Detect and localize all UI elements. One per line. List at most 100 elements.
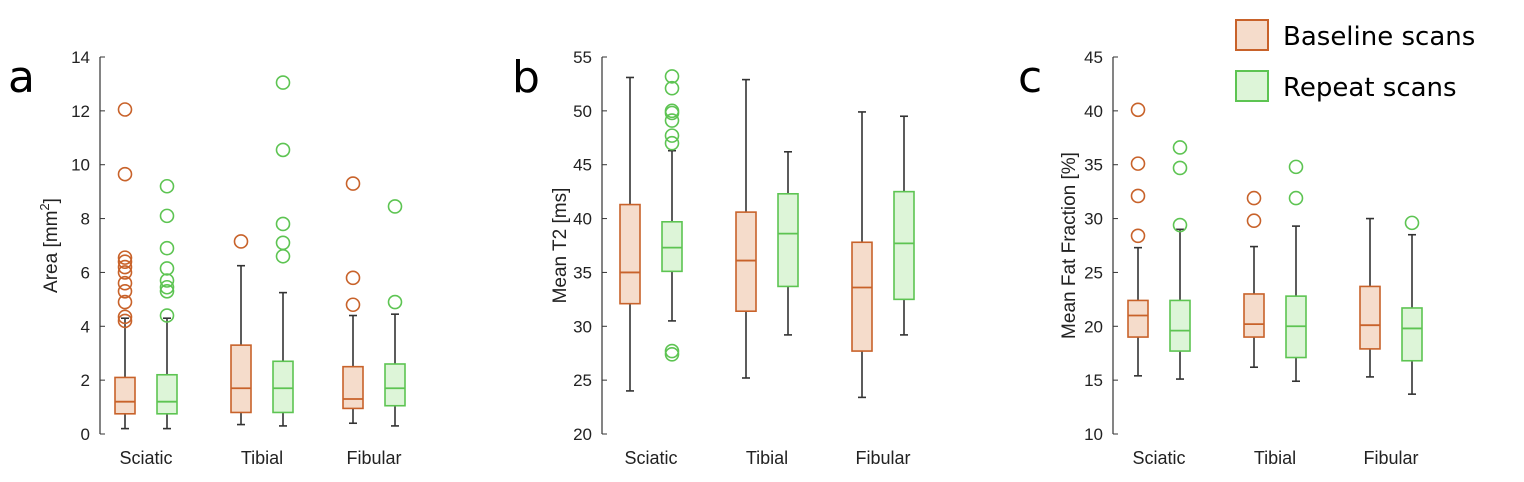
outlier-point [345, 297, 361, 313]
outlier-point [1172, 160, 1188, 176]
iqr-box [272, 360, 294, 414]
outlier-point [117, 283, 133, 299]
y-tick-label: 40 [1084, 102, 1103, 121]
y-tick-label: 35 [1084, 156, 1103, 175]
y-tick-label: 8 [81, 210, 90, 229]
box-baseline-tibial [1243, 190, 1265, 369]
outlier-point [233, 234, 249, 249]
outlier-point [664, 128, 680, 143]
outlier-point [664, 103, 680, 119]
iqr-box [661, 221, 683, 273]
outlier-point [117, 166, 133, 182]
outlier-point [345, 176, 361, 191]
y-tick-label: 45 [1084, 48, 1103, 67]
outlier-point [117, 254, 133, 269]
iqr-box [851, 241, 873, 352]
y-tick-label: 14 [71, 48, 90, 67]
panel-c: c 10 15 20 25 30 35 40 45 Mean Fat Fraction [%] S… [1018, 48, 1423, 468]
outlier-point [159, 178, 175, 194]
outlier-point [159, 308, 175, 323]
outlier-point [387, 199, 403, 214]
x-category-label: Fibular [1363, 448, 1418, 468]
box-repeat-tibial [272, 75, 294, 427]
legend-swatch-baseline [1235, 19, 1269, 51]
box-baseline-sciatic [619, 76, 641, 392]
outlier-point [159, 279, 175, 295]
outlier-point [664, 343, 680, 359]
y-tick-label: 40 [573, 210, 592, 229]
iqr-box [114, 376, 136, 415]
outlier-point [1172, 217, 1188, 233]
box-repeat-tibial [777, 150, 799, 336]
box-repeat-fibular [1401, 215, 1423, 395]
y-tick-label: 35 [573, 263, 592, 282]
y-axis-label: Mean Fat Fraction [%] [1059, 152, 1080, 339]
outlier-point [275, 75, 291, 90]
y-tick-label: 20 [1084, 317, 1103, 336]
box-baseline-sciatic [114, 102, 136, 430]
outlier-point [1404, 215, 1420, 231]
iqr-box [1169, 299, 1191, 352]
box-baseline-fibular [342, 176, 364, 425]
y-tick-label: 50 [573, 102, 592, 121]
outlier-point [117, 294, 133, 310]
box-repeat-fibular [384, 199, 406, 427]
outlier-point [117, 275, 133, 291]
outlier-point [664, 80, 680, 96]
panel-b-letter: b [512, 52, 540, 103]
box-repeat-sciatic [156, 178, 178, 430]
x-category-label: Tibial [241, 448, 283, 468]
iqr-box [384, 363, 406, 407]
y-tick-label: 15 [1084, 371, 1103, 390]
outlier-point [1246, 190, 1262, 206]
outlier-point [275, 248, 291, 264]
y-axis-label: Mean T2 [ms] [550, 188, 571, 304]
panel-a: a 0 2 4 6 8 10 12 14 Area [mm2] Sciatic Tibial Fibu… [8, 48, 406, 468]
panel-c-letter: c [1018, 52, 1042, 103]
y-tick-label: 30 [1084, 210, 1103, 229]
x-category-label: Tibial [1254, 448, 1296, 468]
y-tick-label: 30 [573, 317, 592, 336]
y-tick-label: 25 [573, 371, 592, 390]
y-tick-label: 20 [573, 425, 592, 444]
outlier-point [159, 283, 175, 299]
box-repeat-fibular [893, 115, 915, 336]
x-category-label: Fibular [855, 448, 910, 468]
outlier-point [1288, 190, 1304, 206]
y-tick-label: 45 [573, 156, 592, 175]
iqr-box [893, 190, 915, 301]
box-baseline-fibular [1359, 217, 1381, 378]
panel-b: b 20 25 30 35 40 45 50 55 Mean T2 [ms] Sciatic Tib… [512, 48, 915, 468]
y-tick-label: 55 [573, 48, 592, 67]
outlier-point [117, 102, 133, 117]
outlier-point [1130, 156, 1146, 171]
y-tick-label: 10 [1084, 425, 1103, 444]
y-tick-label: 0 [81, 425, 90, 444]
iqr-box [230, 344, 252, 414]
outlier-point [159, 273, 175, 288]
outlier-point [664, 113, 680, 128]
outlier-point [664, 69, 680, 84]
outlier-point [117, 313, 133, 329]
outlier-point [117, 309, 133, 325]
x-category-label: Sciatic [624, 448, 677, 468]
outlier-point [159, 240, 175, 256]
outlier-point [275, 216, 291, 232]
y-tick-label: 4 [81, 317, 90, 336]
iqr-box [735, 211, 757, 313]
legend-label-baseline: Baseline scans [1283, 22, 1475, 52]
outlier-point [275, 235, 291, 251]
outlier-point [1130, 102, 1146, 118]
x-category-label: Sciatic [119, 448, 172, 468]
outlier-point [1246, 213, 1262, 229]
outlier-point [117, 265, 133, 280]
x-category-label: Tibial [746, 448, 788, 468]
outlier-point [664, 346, 680, 362]
iqr-box [1401, 307, 1423, 362]
x-category-label: Fibular [346, 448, 401, 468]
outlier-point [1130, 228, 1146, 244]
iqr-box [156, 373, 178, 415]
outlier-point [117, 250, 133, 265]
iqr-box [1359, 285, 1381, 350]
